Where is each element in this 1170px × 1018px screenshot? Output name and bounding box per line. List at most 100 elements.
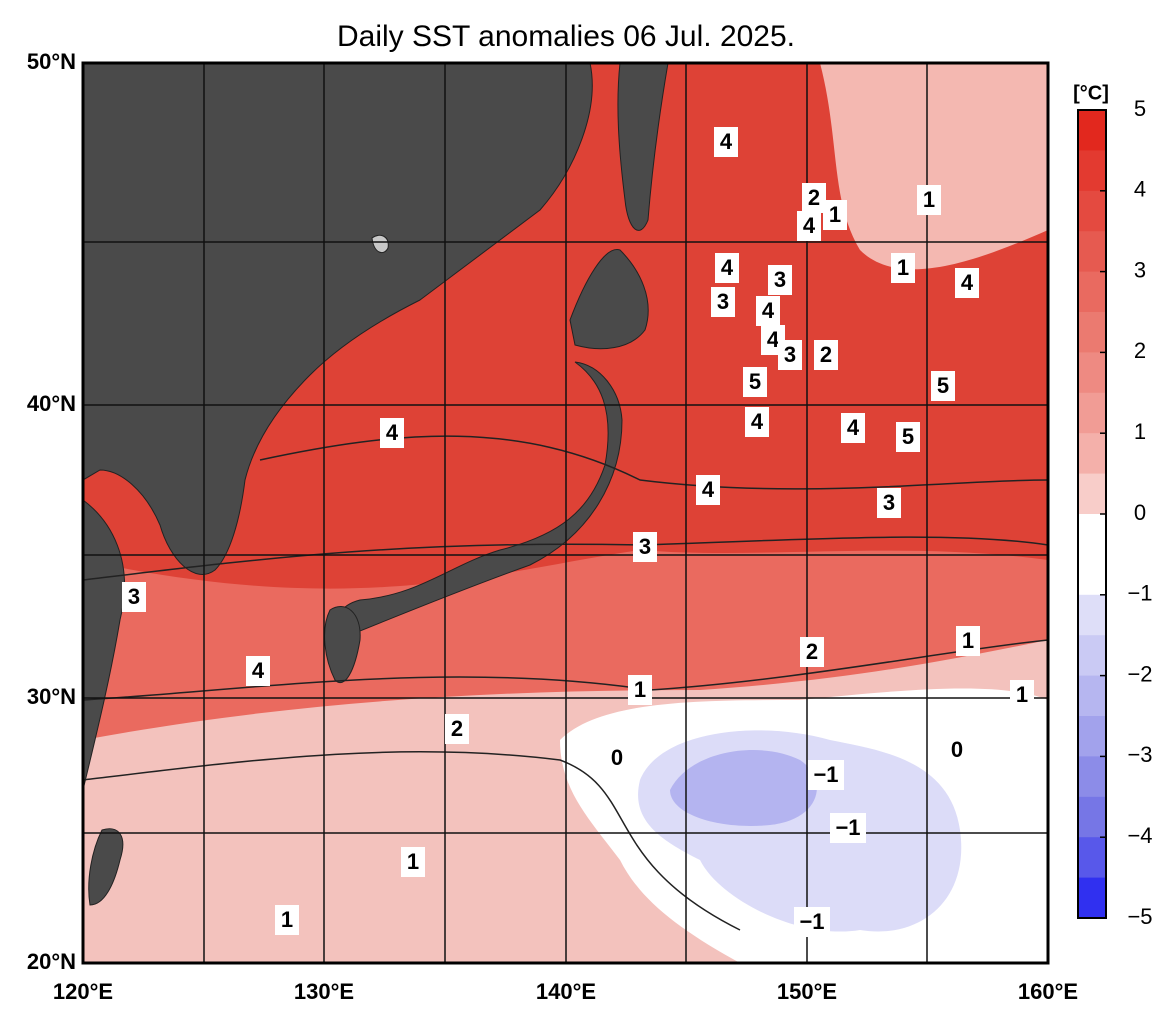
contour-label-box [917, 185, 941, 215]
contour-label-box [628, 675, 652, 705]
lon-label: 130°E [294, 979, 354, 1004]
land [83, 63, 669, 906]
contour-label: 1 [962, 628, 974, 653]
lon-label: 140°E [536, 979, 596, 1004]
colorbar-label: −3 [1127, 742, 1152, 767]
contour-label: 1 [407, 849, 419, 874]
contour-label: 3 [717, 289, 729, 314]
colorbar-band [1078, 312, 1106, 353]
contour-label: 4 [803, 213, 816, 238]
contour-label: 1 [897, 255, 909, 280]
contour-label-box [401, 847, 425, 877]
colorbar-band [1078, 231, 1106, 273]
contour-label: 3 [639, 534, 651, 559]
colorbar-label: −1 [1127, 581, 1152, 606]
colorbar-band [1078, 877, 1106, 919]
lon-label: 150°E [777, 979, 837, 1004]
contour-label-box [605, 743, 629, 773]
contour-label: 0 [611, 745, 623, 770]
colorbar-band [1078, 796, 1106, 838]
colorbar-band [1078, 473, 1106, 515]
contour-label-box [797, 211, 821, 241]
contour-label: 4 [847, 415, 860, 440]
lat-label: 20°N [27, 949, 76, 974]
contour-label: 3 [883, 490, 895, 515]
sea-cooler [670, 750, 817, 826]
colorbar-unit: [°C] [1073, 82, 1109, 104]
contour-label-box [808, 760, 844, 790]
contour-label: 4 [720, 129, 733, 154]
contour-label: 4 [751, 409, 764, 434]
colorbar-band [1078, 190, 1106, 232]
colorbar-band [1078, 554, 1106, 596]
lat-label: 40°N [27, 391, 76, 416]
contour-label: 2 [808, 185, 820, 210]
contour-label: 5 [902, 424, 914, 449]
colorbar-band [1078, 716, 1106, 757]
contour-label: 4 [386, 420, 399, 445]
colorbar-band [1078, 675, 1106, 717]
lat-label: 50°N [27, 49, 76, 74]
contour-label: 4 [762, 298, 775, 323]
colorbar-label: 0 [1134, 500, 1146, 525]
colorbar-band [1078, 150, 1106, 192]
colorbar-label: −2 [1127, 661, 1152, 686]
contour-label-box [380, 418, 404, 448]
contour-label: 5 [937, 373, 949, 398]
contour-label: −1 [835, 815, 860, 840]
colorbar: 5 4 3 2 1 0 −1 −2 −3 −4 −5 [1077, 96, 1153, 929]
colorbar-label: 1 [1134, 419, 1146, 444]
contour-label-box [745, 407, 769, 437]
contour-label: 3 [128, 584, 140, 609]
contour-label-box [714, 127, 738, 157]
colorbar-label: 2 [1134, 338, 1146, 363]
sea-mild [820, 63, 1048, 270]
colorbar-band [1078, 271, 1106, 313]
contour-label-box [800, 637, 824, 667]
map-frame [81, 61, 1050, 965]
contour-label: 2 [820, 342, 832, 367]
colorbar-band [1078, 756, 1106, 798]
lat-label: 30°N [27, 684, 76, 709]
contour-label-box [955, 268, 979, 298]
contour-label-box [794, 907, 830, 937]
contour-label-box [830, 813, 866, 843]
contour-label-box [945, 735, 969, 765]
contour-label-box [711, 287, 735, 317]
colorbar-label: −4 [1127, 823, 1152, 848]
contour-label-box [823, 200, 847, 230]
colorbar-label: 5 [1134, 96, 1146, 121]
contour-label-box [715, 253, 739, 283]
contour-label-box [275, 905, 299, 935]
contour-label-box [891, 253, 915, 283]
contour-label: 3 [784, 342, 796, 367]
contour-label-box [756, 296, 780, 326]
contour-label-box [896, 422, 920, 452]
contour-label: 2 [451, 716, 463, 741]
contour-label: 5 [749, 369, 761, 394]
contour-label-box [1010, 680, 1034, 710]
colorbar-band [1078, 837, 1106, 879]
contour-label-box [768, 265, 792, 295]
contour-label-box [841, 413, 865, 443]
contour-label-box [956, 626, 980, 656]
contour-label: 2 [806, 639, 818, 664]
colorbar-label: 4 [1134, 177, 1146, 202]
colorbar-band [1078, 433, 1106, 475]
contour-label-box [696, 475, 720, 505]
colorbar-band [1078, 352, 1106, 394]
contour-label-box [445, 714, 469, 744]
contour-label-box [802, 183, 826, 213]
colorbar-label: 3 [1134, 257, 1146, 282]
colorbar-band [1078, 110, 1106, 151]
contour-label: 4 [721, 255, 734, 280]
contour-label: 4 [767, 327, 780, 352]
lon-label: 120°E [53, 979, 113, 1004]
colorbar-band [1078, 594, 1106, 636]
contour-label: 1 [923, 187, 935, 212]
title: Daily SST anomalies 06 Jul. 2025. [337, 20, 795, 53]
colorbar-band [1078, 392, 1106, 434]
contour-label-box [246, 656, 270, 686]
